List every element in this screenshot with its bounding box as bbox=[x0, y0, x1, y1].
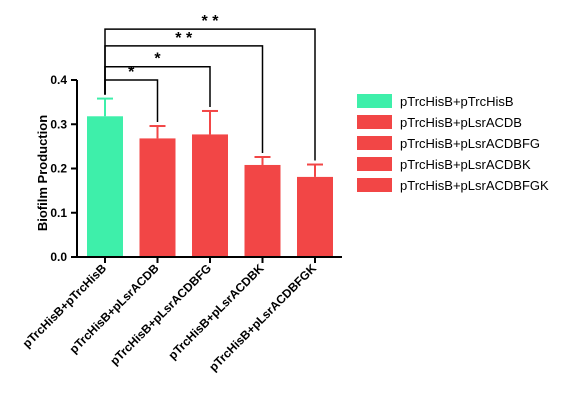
legend-label-4: pTrcHisB+pLsrACDBK bbox=[400, 157, 531, 172]
bar-1 bbox=[87, 116, 123, 257]
x-tick-label-2: pTrcHisB+pLsrACDB bbox=[67, 261, 162, 356]
legend-label-3: pTrcHisB+pLsrACDBFG bbox=[400, 136, 540, 151]
y-tick-label-0: 0.0 bbox=[50, 250, 67, 264]
x-tick-label-3: pTrcHisB+pLsrACDBFG bbox=[107, 261, 214, 368]
legend-label-2: pTrcHisB+pLsrACDB bbox=[400, 115, 522, 130]
significance-label-2: * bbox=[154, 51, 161, 68]
bar-3 bbox=[192, 134, 228, 257]
legend-swatch-1 bbox=[357, 94, 392, 108]
legend: pTrcHisB+pTrcHisB pTrcHisB+pLsrACDB pTrcHi… bbox=[357, 94, 549, 193]
error-bars bbox=[97, 97, 323, 177]
y-tick-label-3: 0.3 bbox=[50, 117, 67, 131]
significance-label-3: * * bbox=[175, 30, 193, 47]
y-tick-label-1: 0.1 bbox=[50, 206, 67, 220]
y-tick-label-2: 0.2 bbox=[50, 162, 67, 176]
significance-brackets: * * * * * * bbox=[104, 13, 316, 161]
axes: 0.00.10.20.30.4pTrcHisB+pTrcHisBpTrcHisB… bbox=[20, 73, 342, 374]
legend-swatch-4 bbox=[357, 157, 392, 171]
significance-label-1: * bbox=[128, 64, 135, 81]
x-tick-label-5: pTrcHisB+pLsrACDBFGK bbox=[206, 261, 319, 374]
bar-5 bbox=[297, 176, 333, 257]
significance-bracket-1 bbox=[104, 79, 159, 123]
bar-4 bbox=[244, 164, 281, 257]
significance-bracket-3 bbox=[104, 45, 264, 153]
legend-label-1: pTrcHisB+pTrcHisB bbox=[400, 94, 514, 109]
legend-swatch-3 bbox=[357, 136, 392, 150]
legend-label-5: pTrcHisB+pLsrACDBFGK bbox=[400, 178, 549, 193]
y-tick-label-4: 0.4 bbox=[50, 73, 67, 87]
significance-label-4: * * bbox=[202, 13, 220, 30]
x-tick-label-1: pTrcHisB+pTrcHisB bbox=[20, 261, 110, 351]
significance-bracket-4 bbox=[104, 28, 316, 161]
y-axis-label: Biofilm Production bbox=[35, 115, 50, 231]
legend-swatch-5 bbox=[357, 178, 392, 192]
bars bbox=[87, 116, 333, 257]
x-tick-label-4: pTrcHisB+pLsrACDBK bbox=[165, 261, 266, 362]
bar-2 bbox=[139, 138, 176, 257]
legend-swatch-2 bbox=[357, 115, 392, 129]
